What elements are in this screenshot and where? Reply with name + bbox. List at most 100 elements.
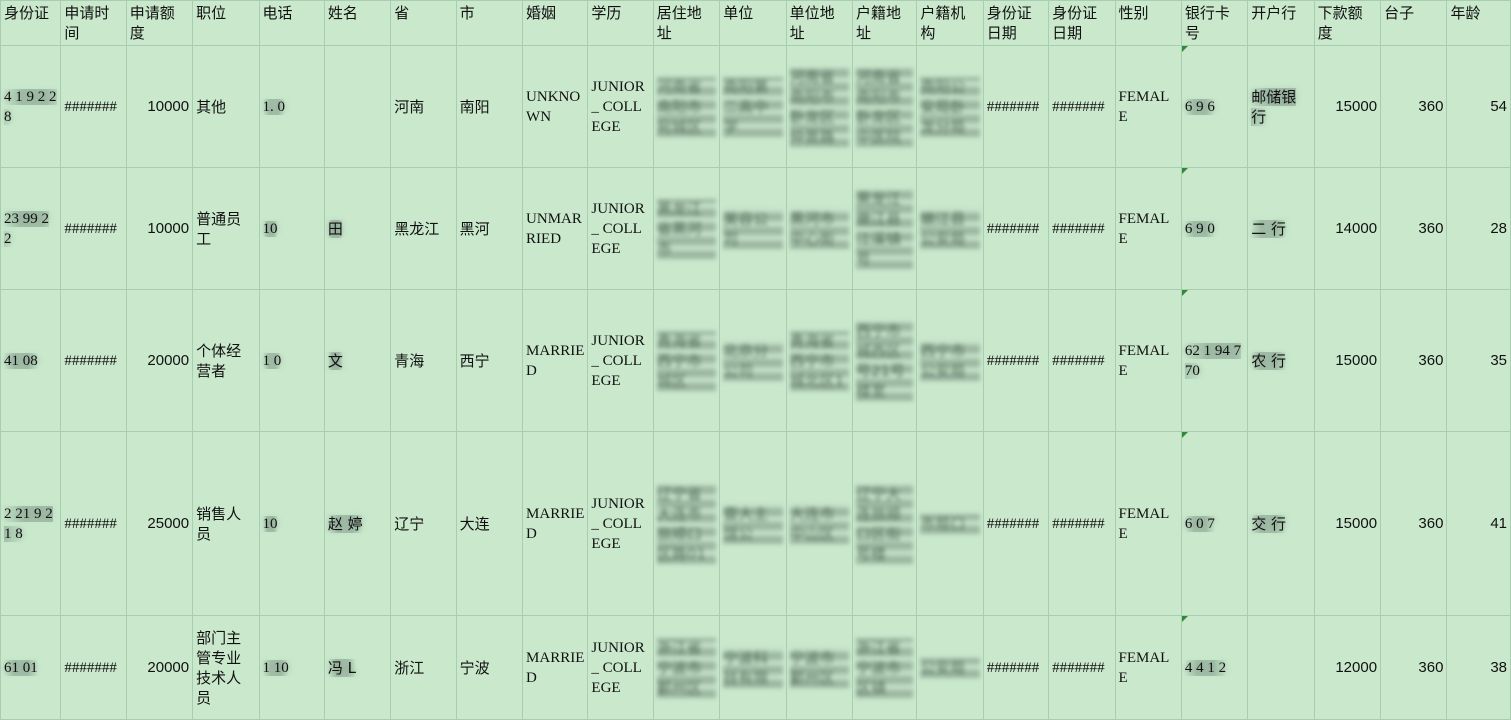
cell-name[interactable]: 赵 婷 (323, 431, 392, 616)
cell-position[interactable]: 销售人员 (192, 431, 260, 616)
cell-employer[interactable]: 美容公司 (719, 167, 787, 290)
header-cell-id-date-2[interactable]: 身份证日期 (1048, 0, 1116, 46)
cell-employer[interactable]: 宁波科技有限 (719, 615, 787, 720)
cell-bank-card[interactable]: 6 9 0 (1180, 167, 1249, 290)
cell-id-date-1[interactable]: ####### (982, 45, 1050, 168)
header-cell-loan-amount[interactable]: 下款额度 (1313, 0, 1382, 46)
header-cell-phone[interactable]: 电话 (258, 0, 325, 46)
cell-age[interactable]: 41 (1446, 431, 1511, 616)
header-cell-employer-address[interactable]: 单位地址 (785, 0, 853, 46)
cell-bank-card[interactable]: 6 9 6 (1180, 45, 1249, 168)
cell-bank-card[interactable]: 62 1 94 7 70 (1180, 289, 1249, 432)
cell-address[interactable]: 河南省南阳市宛城区 (652, 45, 721, 168)
cell-hukou-office[interactable]: 西宁市公安局 (916, 289, 984, 432)
cell-amount[interactable]: 25000 (125, 431, 194, 616)
cell-id-date-2[interactable]: ####### (1048, 615, 1116, 720)
cell-education[interactable]: JUNIOR_ COLLEGE (587, 289, 654, 432)
cell-marital[interactable]: MARRIED (522, 289, 589, 432)
cell-apply-time[interactable]: ####### (60, 615, 127, 720)
cell-hukou-address[interactable]: 浙江省宁波市区镇 (851, 615, 918, 720)
cell-education[interactable]: JUNIOR_ COLLEGE (587, 167, 654, 290)
cell-gender[interactable]: FEMALE (1114, 289, 1182, 432)
cell-id-date-1[interactable]: ####### (982, 615, 1050, 720)
header-cell-gender[interactable]: 性别 (1114, 0, 1182, 46)
cell-province[interactable]: 辽宁 (390, 431, 457, 616)
cell-id-date-2[interactable]: ####### (1048, 167, 1116, 290)
cell-phone[interactable]: 1 0 (258, 289, 325, 432)
header-cell-bank[interactable]: 开户行 (1247, 0, 1315, 46)
cell-loan-amount[interactable]: 15000 (1313, 431, 1382, 616)
cell-hukou-office[interactable]: 市局口 (916, 431, 984, 616)
cell-city[interactable]: 西宁 (455, 289, 524, 432)
cell-bank-card[interactable]: 6 0 7 (1180, 431, 1249, 616)
header-cell-name[interactable]: 姓名 (323, 0, 392, 46)
cell-hukou-address[interactable]: 黑龙江嫩江县江溪镇号 (851, 167, 918, 290)
cell-employer-address[interactable]: 大连市中山区 (785, 431, 853, 616)
cell-id-date-1[interactable]: ####### (982, 289, 1050, 432)
cell-position[interactable]: 普通员工 (192, 167, 260, 290)
header-cell-city[interactable]: 市 (455, 0, 524, 46)
cell-city[interactable]: 黑河 (455, 167, 524, 290)
cell-phone[interactable]: 10 (258, 431, 325, 616)
cell-platform[interactable]: 360 (1380, 45, 1448, 168)
header-cell-apply-time[interactable]: 申请时间 (60, 0, 127, 46)
cell-id-card[interactable]: 23 99 2 2 (0, 167, 62, 290)
cell-apply-time[interactable]: ####### (60, 431, 127, 616)
header-cell-position[interactable]: 职位 (192, 0, 260, 46)
cell-city[interactable]: 大连 (455, 431, 524, 616)
cell-platform[interactable]: 360 (1380, 615, 1448, 720)
cell-gender[interactable]: FEMALE (1114, 45, 1182, 168)
cell-hukou-address[interactable]: 河南省南阳市卧龙区中医院 (851, 45, 918, 168)
cell-province[interactable]: 黑龙江 (390, 167, 457, 290)
cell-gender[interactable]: FEMALE (1114, 167, 1182, 290)
cell-city[interactable]: 宁波 (455, 615, 524, 720)
cell-name[interactable]: 冯 L (323, 615, 392, 720)
cell-name[interactable]: 田 (323, 167, 392, 290)
cell-province[interactable]: 青海 (390, 289, 457, 432)
cell-employer-address[interactable]: 宁波市鄞州区 (785, 615, 853, 720)
cell-amount[interactable]: 20000 (125, 289, 194, 432)
cell-hukou-address[interactable]: 西宁市城西区号21号楼室 (851, 289, 918, 432)
header-cell-amount[interactable]: 申请额度 (125, 0, 194, 46)
cell-bank-card[interactable]: 4 4 1 2 (1180, 615, 1249, 720)
cell-employer[interactable]: 壹大主馆公 (719, 431, 787, 616)
cell-bank[interactable]: 二 行 (1247, 167, 1315, 290)
cell-apply-time[interactable]: ####### (60, 289, 127, 432)
cell-platform[interactable]: 360 (1380, 167, 1448, 290)
cell-loan-amount[interactable]: 12000 (1313, 615, 1382, 720)
cell-id-card[interactable]: 4 1 9 2 28 (0, 45, 62, 168)
cell-hukou-office[interactable]: 嫩江县公安局 (916, 167, 984, 290)
cell-amount[interactable]: 20000 (125, 615, 194, 720)
header-cell-id-date-1[interactable]: 身份证日期 (982, 0, 1050, 46)
cell-id-date-2[interactable]: ####### (1048, 431, 1116, 616)
cell-phone[interactable]: 1. 0 (258, 45, 325, 168)
header-cell-hukou-address[interactable]: 户籍地址 (851, 0, 918, 46)
header-cell-platform[interactable]: 台子 (1380, 0, 1448, 46)
cell-loan-amount[interactable]: 14000 (1313, 167, 1382, 290)
cell-hukou-office[interactable]: 公安局 (916, 615, 984, 720)
cell-education[interactable]: JUNIOR_ COLLEGE (587, 431, 654, 616)
cell-age[interactable]: 38 (1446, 615, 1511, 720)
cell-city[interactable]: 南阳 (455, 45, 524, 168)
cell-id-card[interactable]: 61 01 (0, 615, 62, 720)
header-cell-marital[interactable]: 婚姻 (522, 0, 589, 46)
cell-marital[interactable]: UNKNOWN (522, 45, 589, 168)
cell-employer[interactable]: 北京分公司 (719, 289, 787, 432)
cell-province[interactable]: 浙江 (390, 615, 457, 720)
cell-education[interactable]: JUNIOR_ COLLEGE (587, 45, 654, 168)
cell-id-date-2[interactable]: ####### (1048, 289, 1116, 432)
cell-education[interactable]: JUNIOR_ COLLEGE (587, 615, 654, 720)
cell-hukou-office[interactable]: 南阳公安局卧龙分局 (916, 45, 984, 168)
cell-bank[interactable]: 农 行 (1247, 289, 1315, 432)
cell-marital[interactable]: MARRIED (522, 615, 589, 720)
cell-position[interactable]: 其他 (192, 45, 260, 168)
header-cell-education[interactable]: 学历 (587, 0, 654, 46)
cell-apply-time[interactable]: ####### (60, 167, 127, 290)
cell-name[interactable] (323, 45, 392, 168)
cell-loan-amount[interactable]: 15000 (1313, 289, 1382, 432)
cell-bank[interactable]: 邮储银行 (1247, 45, 1315, 168)
cell-id-card[interactable]: 41 08 (0, 289, 62, 432)
cell-phone[interactable]: 1 10 (258, 615, 325, 720)
header-cell-province[interactable]: 省 (390, 0, 457, 46)
cell-amount[interactable]: 10000 (125, 45, 194, 168)
